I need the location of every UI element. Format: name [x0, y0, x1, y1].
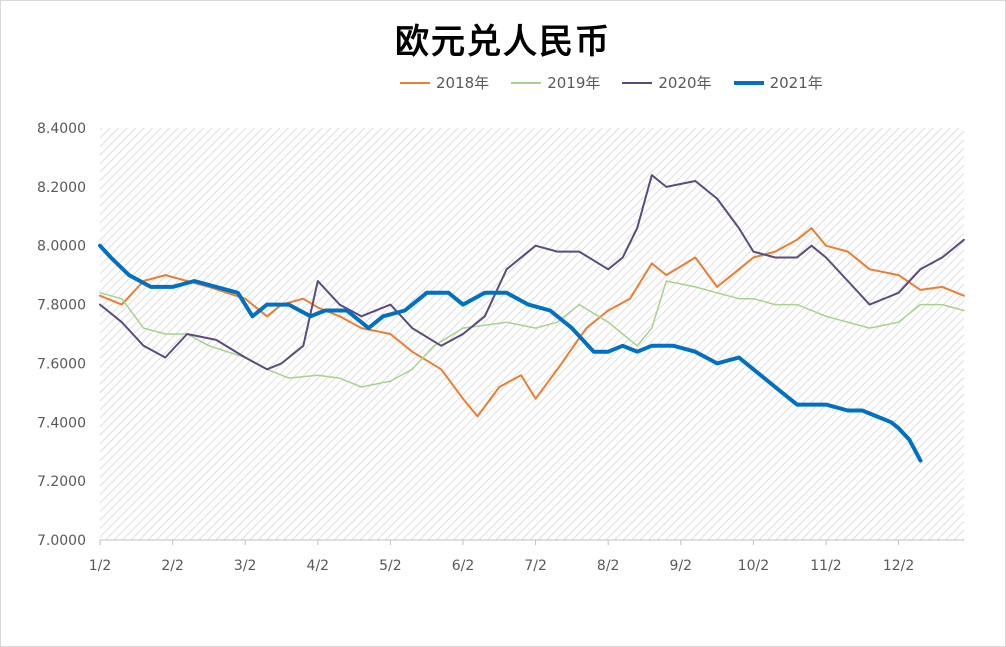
legend-item: 2018年: [400, 72, 489, 93]
x-tick-label: 11/2: [810, 558, 841, 574]
x-tick-label: 10/2: [738, 558, 769, 574]
legend-swatch: [622, 81, 653, 84]
plot-area: [100, 128, 964, 540]
series-line-4: [98, 243, 923, 463]
legend-swatch: [400, 81, 430, 84]
chart-title: 欧元兑人民币: [395, 22, 611, 62]
legend-item: 2020年: [622, 72, 712, 93]
legend-item: 2019年: [511, 72, 600, 93]
y-tick-label: 8.4000: [37, 121, 86, 137]
y-tick-label: 7.2000: [37, 474, 86, 490]
y-tick-label: 8.0000: [37, 239, 86, 255]
x-tick-label: 5/2: [379, 558, 402, 574]
y-tick-label: 7.8000: [37, 298, 86, 314]
legend-label: 2021年: [769, 74, 823, 92]
y-tick-label: 7.6000: [37, 356, 86, 372]
x-tick-label: 9/2: [670, 558, 693, 574]
y-tick-label: 8.2000: [37, 180, 86, 196]
legend-swatch: [511, 81, 542, 84]
legend-swatch: [733, 80, 764, 85]
x-tick-label: 8/2: [597, 558, 620, 574]
y-tick-label: 7.0000: [37, 533, 86, 549]
x-tick-label: 7/2: [524, 558, 547, 574]
legend-label: 2020年: [658, 74, 712, 92]
legend-item: 2021年: [733, 72, 823, 93]
y-tick-label: 7.4000: [37, 415, 86, 431]
x-tick-label: 1/2: [89, 558, 112, 574]
legend-label: 2018年: [436, 74, 490, 92]
x-tick-label: 2/2: [161, 558, 184, 574]
x-tick-label: 6/2: [452, 558, 475, 574]
legend-label: 2019年: [547, 74, 601, 92]
series-line-3: [99, 174, 965, 371]
x-tick-label: 12/2: [883, 558, 914, 574]
x-tick-label: 4/2: [307, 558, 330, 574]
chart-legend: 2018年 2019年 2020年 2021年: [400, 72, 823, 93]
x-tick-label: 3/2: [234, 558, 257, 574]
